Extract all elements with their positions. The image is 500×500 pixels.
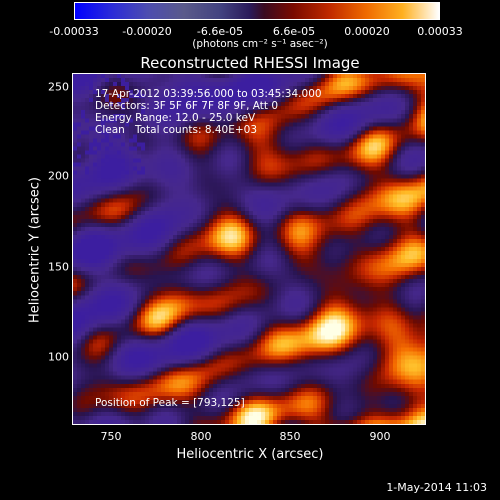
y-tick-label: 100 xyxy=(48,350,69,364)
rhessi-image xyxy=(73,74,425,424)
colorbar xyxy=(74,2,440,20)
colorbar-tick: -0.00020 xyxy=(122,25,172,38)
y-tick-label: 150 xyxy=(48,260,69,274)
colorbar-tick: 6.6e-05 xyxy=(272,25,316,38)
colorbar-tick: 0.00020 xyxy=(344,25,390,38)
y-axis-label: Heliocentric Y (arcsec) xyxy=(27,177,43,323)
y-tick-label: 250 xyxy=(48,80,69,94)
colorbar-tick: -0.00033 xyxy=(49,25,99,38)
annotation-energy: Energy Range: 12.0 - 25.0 keV xyxy=(95,112,256,124)
colorbar-unit-label: (photons cm⁻² s⁻¹ asec⁻²) xyxy=(192,38,328,50)
x-axis-label: Heliocentric X (arcsec) xyxy=(176,447,324,462)
x-tick-label: 750 xyxy=(100,430,122,443)
annotation-detectors: Detectors: 3F 5F 6F 7F 8F 9F, Att 0 xyxy=(95,100,279,112)
colorbar-tick: -6.6e-05 xyxy=(196,25,244,38)
plot-title: Reconstructed RHESSI Image xyxy=(140,54,360,72)
annotation-time-range: 17-Apr-2012 03:39:56.000 to 03:45:34.000 xyxy=(95,88,322,100)
annotation-method: Clean xyxy=(95,124,125,136)
y-tick-label: 200 xyxy=(48,169,69,183)
x-tick-label: 900 xyxy=(369,430,391,443)
x-tick-label: 850 xyxy=(279,430,301,443)
colorbar-tick: 0.00033 xyxy=(417,25,463,38)
annotation-peak-position: Position of Peak = [793,125] xyxy=(95,397,245,409)
x-tick-label: 800 xyxy=(190,430,212,443)
annotation-counts: Total counts: 8.40E+03 xyxy=(135,124,258,136)
solar-image-plot: 17-Apr-2012 03:39:56.000 to 03:45:34.000… xyxy=(72,73,426,425)
footer-date: 1-May-2014 11:03 xyxy=(386,481,487,494)
